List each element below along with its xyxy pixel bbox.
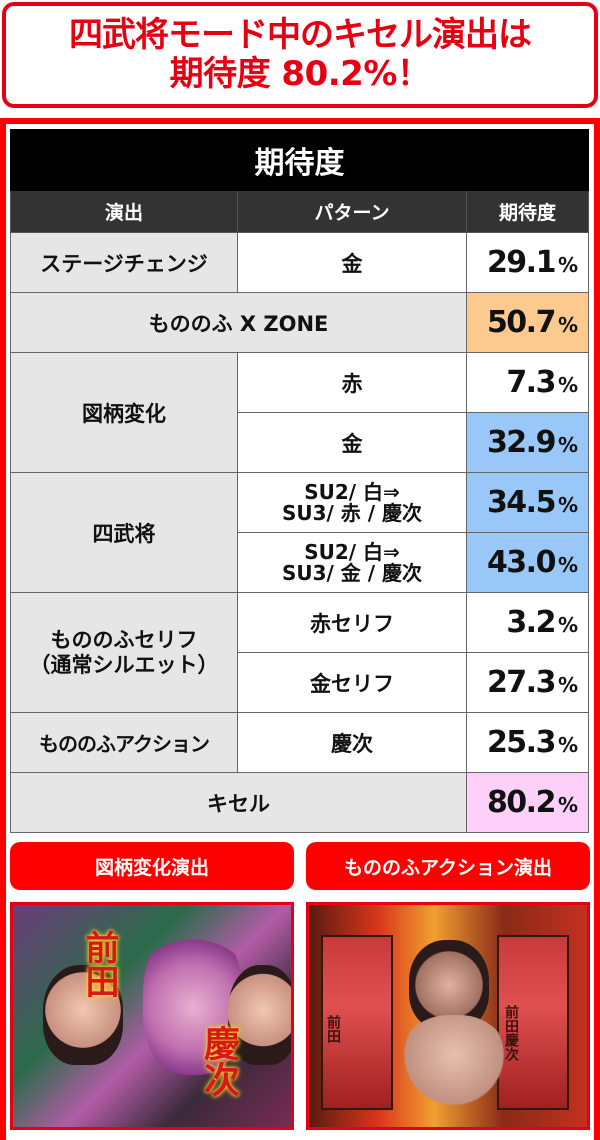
effect-line2: （通常シルエット） — [29, 652, 219, 677]
value-cell: 29.1% — [465, 232, 590, 293]
reel-symbol-keiji: 慶次 — [198, 1025, 240, 1097]
value-cell: 43.0% — [465, 532, 590, 593]
panel-label-mononofu-action: もののふアクション演出 — [306, 842, 590, 890]
pattern-cell: 赤 — [237, 352, 467, 413]
value-number: 7.3 — [506, 365, 556, 400]
percent-unit: % — [557, 373, 579, 397]
value-number: 32.9 — [486, 425, 557, 460]
percent-unit: % — [557, 613, 579, 637]
table-row: SU2/ 白⇒ SU3/ 金 / 慶次 43.0% — [11, 532, 590, 593]
headline-line2: 期待度 80.2%！ — [169, 54, 431, 94]
effect-cell: もののふセリフ （通常シルエット） — [10, 592, 238, 713]
table-row: 図柄変化 赤 7.3% — [10, 352, 590, 473]
percent-unit: % — [557, 493, 579, 517]
pattern-line1: SU2/ 白⇒ — [304, 479, 400, 504]
column-header-effect: 演出 — [10, 190, 238, 233]
column-header-expectation: 期待度 — [465, 190, 590, 233]
percent-unit: % — [557, 733, 579, 757]
effect-cell: 図柄変化 — [10, 352, 238, 473]
screenshot-mononofu-action: 前田 前田慶次 — [306, 902, 590, 1130]
pattern-cell: SU2/ 白⇒ SU3/ 赤 / 慶次 — [237, 472, 467, 533]
value-number: 34.5 — [486, 485, 557, 520]
percent-unit: % — [557, 793, 579, 817]
effect-cell: キセル — [10, 772, 467, 833]
reel-text-right: 前田慶次 — [503, 1005, 519, 1061]
table-row: 金 32.9% — [11, 412, 590, 473]
headline-box: 四武将モード中のキセル演出は 期待度 80.2%！ — [2, 2, 598, 108]
value-number: 27.3 — [486, 665, 557, 700]
expectation-table: 期待度 演出 パターン 期待度 ステージチェンジ 金 29.1% もののふ X … — [9, 129, 590, 833]
table-row: ステージチェンジ 金 29.1% — [10, 232, 590, 293]
character-face-left — [43, 965, 123, 1065]
table-row: 金セリフ 27.3% — [11, 652, 590, 713]
percent-unit: % — [557, 553, 579, 577]
pattern-cell: 慶次 — [237, 712, 467, 773]
effect-cell: もののふ X ZONE — [10, 292, 467, 353]
value-number: 50.7 — [486, 305, 557, 340]
percent-unit: % — [557, 433, 579, 457]
value-cell: 32.9% — [465, 412, 590, 473]
percent-unit: % — [557, 673, 579, 697]
panel-label-symbol-change: 図柄変化演出 — [10, 842, 294, 890]
screenshot-symbol-change: 前田 慶次 — [10, 902, 294, 1130]
reel-right — [497, 935, 569, 1110]
table-row: 四武将 SU2/ 白⇒ SU3/ 赤 / 慶次 34.5% — [10, 472, 590, 593]
pattern-line2: SU3/ 赤 / 慶次 — [281, 500, 423, 525]
table-row: もののふセリフ （通常シルエット） 赤セリフ 3.2% — [10, 592, 590, 713]
value-cell: 80.2% — [465, 772, 590, 833]
percent-unit: % — [557, 253, 579, 277]
character-face-right — [228, 965, 291, 1065]
pattern-cell: 金 — [237, 412, 467, 473]
table-row: もののふアクション 慶次 25.3% — [10, 712, 590, 773]
value-cell: 7.3% — [465, 352, 590, 413]
pattern-line1: SU2/ 白⇒ — [304, 539, 400, 564]
value-number: 43.0 — [486, 545, 557, 580]
reaching-hand — [399, 1015, 509, 1115]
value-number: 3.2 — [506, 605, 556, 640]
value-number: 29.1 — [486, 245, 557, 280]
table-row: もののふ X ZONE 50.7% — [10, 292, 590, 353]
reel-symbol-maeda: 前田 — [79, 930, 119, 998]
value-cell: 25.3% — [465, 712, 590, 773]
character-face-center — [143, 925, 243, 1075]
effect-cell: 四武将 — [10, 472, 238, 593]
effect-line1: もののふセリフ — [50, 628, 198, 653]
effect-cell: もののふアクション — [10, 712, 238, 773]
reel-text-left: 前田 — [325, 1015, 341, 1043]
table-row: キセル 80.2% — [10, 772, 590, 833]
pattern-cell: 金セリフ — [237, 652, 467, 713]
column-header-pattern: パターン — [237, 190, 467, 233]
value-cell: 50.7% — [465, 292, 590, 353]
pattern-cell: 金 — [237, 232, 467, 293]
headline-line1: 四武将モード中のキセル演出は — [69, 14, 532, 55]
pattern-line2: SU3/ 金 / 慶次 — [281, 560, 423, 585]
table-caption: 期待度 — [9, 129, 590, 191]
pattern-cell: SU2/ 白⇒ SU3/ 金 / 慶次 — [237, 532, 467, 593]
reel-left — [321, 935, 393, 1110]
value-number: 25.3 — [486, 725, 557, 760]
value-number: 80.2 — [486, 785, 557, 820]
value-cell: 27.3% — [465, 652, 590, 713]
percent-unit: % — [557, 313, 579, 337]
effect-cell: ステージチェンジ — [10, 232, 238, 293]
pattern-cell: 赤セリフ — [237, 592, 467, 653]
value-cell: 3.2% — [465, 592, 590, 653]
value-cell: 34.5% — [465, 472, 590, 533]
